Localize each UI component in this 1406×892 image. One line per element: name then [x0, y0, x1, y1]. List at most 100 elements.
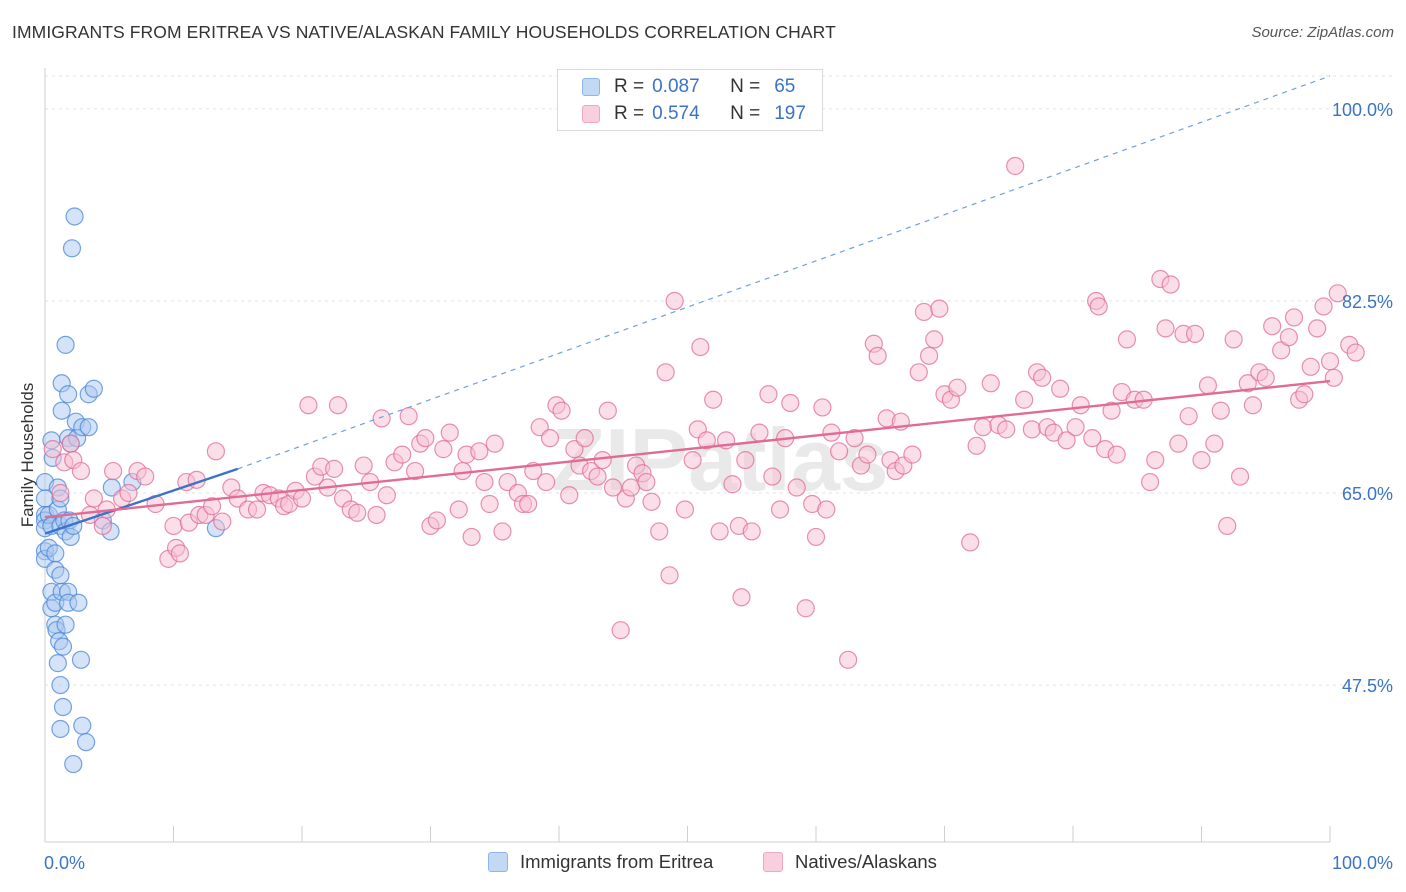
- legend-row-eritrea: R = 0.087 N = 65: [582, 76, 795, 98]
- point-natives: [1156, 319, 1175, 338]
- point-natives: [967, 436, 986, 455]
- point-natives: [434, 440, 453, 459]
- point-natives: [247, 500, 267, 519]
- point-natives: [1033, 368, 1052, 387]
- point-natives: [1161, 275, 1180, 294]
- point-natives: [377, 486, 396, 505]
- point-natives: [665, 291, 684, 311]
- point-natives: [868, 346, 887, 365]
- point-natives: [750, 423, 769, 442]
- legend-r-label: R =: [614, 103, 645, 124]
- point-natives: [1230, 467, 1250, 486]
- point-natives: [723, 475, 742, 494]
- point-natives: [710, 522, 729, 541]
- point-natives: [493, 522, 512, 541]
- point-natives: [470, 442, 489, 461]
- point-natives: [598, 401, 617, 420]
- point-natives: [519, 494, 538, 514]
- point-natives: [925, 330, 944, 349]
- point-natives: [961, 533, 980, 552]
- legend-swatch-eritrea: [582, 78, 600, 96]
- point-natives: [1107, 445, 1126, 464]
- point-eritrea: [48, 654, 67, 673]
- point-eritrea: [53, 637, 73, 656]
- point-natives: [84, 489, 103, 508]
- point-eritrea: [51, 719, 70, 739]
- point-natives: [611, 621, 630, 640]
- legend-swatch-natives: [582, 105, 600, 123]
- point-natives: [104, 461, 123, 481]
- point-natives: [440, 423, 459, 442]
- point-natives: [427, 511, 447, 530]
- point-natives: [1066, 418, 1085, 437]
- point-natives: [1308, 319, 1327, 338]
- point-natives: [781, 393, 800, 413]
- point-natives: [61, 434, 80, 453]
- point-natives: [903, 445, 922, 464]
- point-natives: [325, 459, 344, 478]
- point-natives: [537, 472, 556, 492]
- point-natives: [485, 434, 504, 453]
- point-natives: [1179, 407, 1198, 426]
- point-natives: [1301, 357, 1320, 376]
- point-eritrea: [77, 733, 96, 752]
- point-natives: [981, 374, 1000, 393]
- point-natives: [1022, 420, 1041, 439]
- point-natives: [914, 302, 934, 322]
- point-natives: [575, 429, 594, 448]
- point-natives: [1279, 328, 1298, 347]
- point-natives: [480, 494, 499, 514]
- trend-lines: [44, 75, 1331, 535]
- legend-n-value: 197: [774, 103, 806, 124]
- grid-lines: [45, 75, 1392, 686]
- point-natives: [136, 467, 155, 486]
- bottom-legend-swatch-natives: [763, 852, 783, 872]
- point-natives: [603, 478, 623, 497]
- point-natives: [299, 396, 318, 415]
- tick-labels: 47.5% 65.0% 82.5% 100.0% 0.0% 100.0%: [44, 100, 1393, 873]
- point-natives: [170, 544, 190, 563]
- point-natives: [732, 588, 751, 607]
- point-natives: [948, 378, 967, 397]
- point-natives: [683, 450, 702, 470]
- point-natives: [399, 407, 418, 426]
- point-natives: [909, 363, 928, 382]
- point-natives: [813, 398, 832, 417]
- point-natives: [691, 337, 710, 357]
- point-natives: [1328, 284, 1347, 303]
- point-natives: [845, 429, 864, 448]
- point-natives: [650, 522, 669, 541]
- point-eritrea: [52, 401, 71, 420]
- trend-natives: [44, 379, 1331, 519]
- bottom-legend-eritrea: Immigrants from Eritrea: [488, 851, 713, 873]
- point-eritrea: [56, 335, 75, 354]
- legend-n-value: 65: [774, 76, 796, 97]
- point-natives: [1224, 330, 1243, 349]
- point-eritrea: [73, 716, 92, 735]
- point-natives: [770, 500, 790, 519]
- point-natives: [43, 440, 62, 459]
- point-eritrea: [69, 593, 88, 612]
- point-eritrea: [64, 754, 83, 774]
- point-natives: [119, 483, 138, 503]
- legend-r-value: 0.574: [652, 103, 700, 124]
- point-eritrea: [84, 379, 103, 398]
- point-natives: [416, 429, 435, 448]
- point-natives: [475, 472, 494, 492]
- point-natives: [1284, 308, 1304, 327]
- point-natives: [348, 503, 367, 522]
- point-natives: [930, 299, 949, 318]
- point-natives: [354, 456, 373, 475]
- bottom-legend-swatch-eritrea: [488, 852, 508, 872]
- point-natives: [839, 650, 858, 669]
- y-tick-label: 47.5%: [1342, 676, 1393, 696]
- point-natives: [973, 418, 993, 437]
- point-natives: [1117, 330, 1137, 349]
- point-natives: [1320, 352, 1340, 371]
- series-natives-points: [43, 156, 1365, 669]
- point-natives: [213, 512, 232, 531]
- point-natives: [1057, 431, 1076, 450]
- point-natives: [1295, 385, 1314, 404]
- point-eritrea: [71, 650, 91, 669]
